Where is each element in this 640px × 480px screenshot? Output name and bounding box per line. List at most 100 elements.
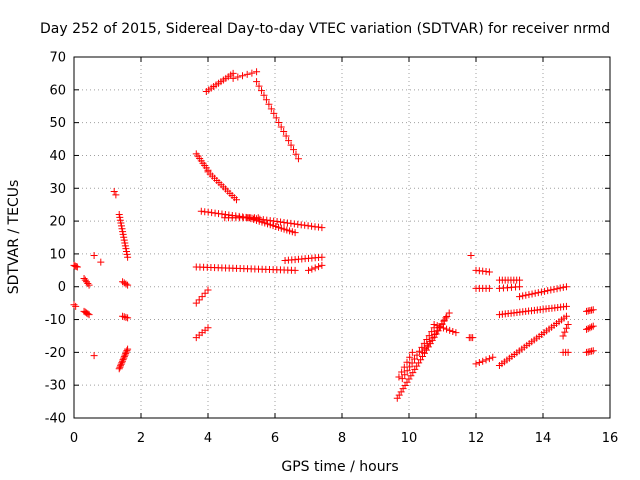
data-point	[84, 279, 92, 287]
data-point	[204, 286, 212, 294]
x-tick-label: 8	[338, 431, 346, 446]
data-points	[70, 68, 597, 402]
data-point	[400, 363, 408, 371]
data-point	[70, 301, 78, 309]
data-point	[253, 78, 261, 86]
data-point	[562, 312, 570, 320]
data-point	[277, 123, 285, 131]
data-point	[265, 100, 273, 108]
y-tick-label: 10	[49, 247, 66, 262]
data-point	[267, 105, 275, 113]
data-point	[589, 322, 597, 330]
data-point	[550, 285, 558, 293]
data-point	[120, 236, 128, 244]
data-point	[117, 219, 125, 227]
data-point	[589, 306, 597, 314]
data-point	[84, 310, 92, 318]
data-point	[541, 287, 549, 295]
data-point	[431, 330, 439, 338]
data-point	[522, 291, 530, 299]
data-point	[564, 320, 572, 328]
data-point	[120, 354, 128, 362]
data-point	[417, 356, 425, 364]
data-point	[403, 367, 411, 375]
data-point	[239, 72, 247, 80]
data-point	[110, 188, 118, 196]
data-point	[433, 322, 441, 330]
data-point	[116, 216, 124, 224]
data-point	[311, 264, 319, 272]
data-point	[556, 284, 564, 292]
data-point	[413, 362, 421, 370]
data-point	[472, 360, 480, 368]
data-point	[586, 324, 594, 332]
data-point	[318, 224, 326, 232]
data-point	[308, 265, 316, 273]
y-tick-label: -20	[45, 346, 66, 361]
data-point	[516, 293, 524, 301]
y-tick-label: 0	[58, 280, 66, 295]
data-point	[485, 284, 493, 292]
data-point	[294, 155, 302, 163]
data-point	[525, 291, 533, 299]
data-point	[116, 213, 124, 221]
y-tick-label: 40	[49, 149, 66, 164]
data-point	[564, 348, 572, 356]
data-point	[475, 359, 483, 367]
data-point	[559, 332, 567, 340]
data-point	[123, 250, 131, 258]
data-point	[253, 68, 261, 76]
data-point	[285, 137, 293, 145]
y-tick-label: -40	[45, 412, 66, 427]
data-point	[430, 320, 438, 328]
data-point	[537, 288, 545, 296]
x-axis-label: GPS time / hours	[281, 459, 398, 475]
data-point	[272, 114, 280, 122]
data-point	[243, 70, 251, 78]
data-point	[407, 372, 415, 380]
data-point	[122, 350, 130, 358]
data-point	[411, 355, 419, 363]
data-point	[248, 69, 256, 77]
data-point	[482, 356, 490, 364]
y-tick-label: -10	[45, 313, 66, 328]
data-point	[118, 357, 126, 365]
data-point	[561, 328, 569, 336]
data-point	[122, 248, 130, 256]
data-point	[120, 313, 128, 321]
data-point	[270, 109, 278, 117]
data-point	[409, 369, 417, 377]
data-point	[426, 338, 434, 346]
data-point	[588, 323, 596, 331]
data-point	[531, 289, 539, 297]
data-point	[418, 348, 426, 356]
data-point	[90, 352, 98, 360]
data-point	[124, 314, 132, 322]
data-point	[120, 353, 128, 361]
data-point	[318, 253, 326, 261]
data-point	[287, 141, 295, 149]
x-tick-label: 14	[535, 431, 552, 446]
data-point	[124, 345, 132, 353]
chart-title: Day 252 of 2015, Sidereal Day-to-day VTE…	[40, 21, 610, 37]
x-tick-label: 16	[602, 431, 619, 446]
x-tick-label: 6	[271, 431, 279, 446]
tick-labels: -40 -30 -20 -10 0 10 20 30 40 50 60 70 0 2 4 6 8 10 12 14 16	[45, 51, 619, 447]
data-point	[562, 302, 570, 310]
data-point	[534, 289, 542, 297]
data-point	[398, 368, 406, 376]
data-point	[255, 82, 263, 90]
data-point	[439, 324, 447, 332]
data-point	[291, 229, 299, 237]
data-point	[445, 309, 453, 317]
y-tick-label: 50	[49, 116, 66, 131]
data-point	[420, 339, 428, 347]
grid	[74, 57, 610, 418]
data-point	[258, 87, 266, 95]
data-point	[485, 355, 493, 363]
data-point	[516, 276, 524, 284]
data-point	[423, 341, 431, 349]
data-point	[229, 74, 237, 82]
data-point	[315, 263, 323, 271]
